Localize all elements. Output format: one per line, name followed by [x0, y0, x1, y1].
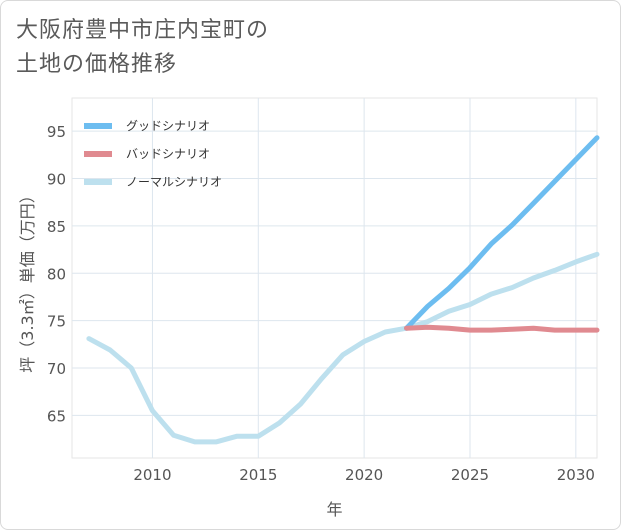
plot-area [71, 97, 598, 459]
y-tick-label: 85 [47, 218, 66, 236]
y-tick-labels: 65 70 75 80 85 90 95 [47, 123, 66, 425]
chart-title: 大阪府豊中市庄内宝町の 土地の価格推移 [16, 14, 436, 82]
chart-title-line-1: 大阪府豊中市庄内宝町の [16, 18, 270, 43]
x-tick-label: 2025 [451, 466, 489, 484]
x-tick-label: 2030 [557, 466, 595, 484]
x-tick-label: 2020 [345, 466, 383, 484]
grid-lines [72, 98, 597, 458]
series-line-0 [404, 135, 600, 331]
y-tick-label: 75 [47, 313, 66, 331]
series-lines [86, 135, 600, 445]
legend-label-2: ノーマルシナリオ [126, 175, 222, 189]
legend-label-1: バッドシナリオ [126, 147, 210, 161]
series-line-2 [86, 251, 600, 445]
y-axis-label: 坪（3.3㎡）単価（万円） [18, 187, 37, 372]
legend-label-0: グッドシナリオ [126, 119, 210, 133]
y-tick-label: 80 [47, 265, 66, 283]
x-tick-label: 2010 [133, 466, 171, 484]
y-tick-label: 90 [47, 171, 66, 189]
y-tick-label: 95 [47, 123, 66, 141]
y-tick-label: 65 [47, 407, 66, 425]
x-axis-label: 年 [326, 500, 342, 519]
y-tick-label: 70 [47, 360, 66, 378]
x-tick-label: 2015 [239, 466, 277, 484]
x-tick-labels: 2010 2015 2020 2025 2030 [133, 466, 595, 484]
series-line-1 [404, 324, 600, 333]
chart-title-line-2: 土地の価格推移 [16, 52, 178, 77]
